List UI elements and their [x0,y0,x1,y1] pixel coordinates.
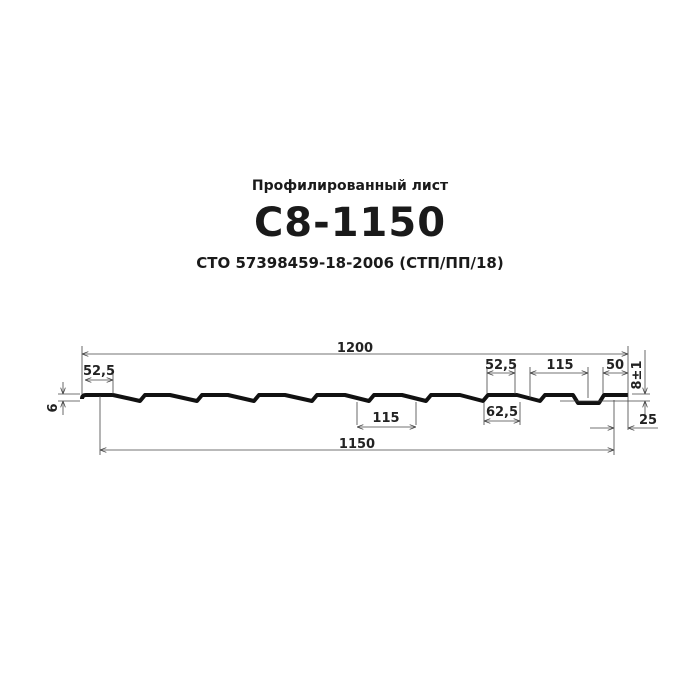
dim-rib-base: 62,5 [486,405,518,420]
dimension-lines [63,350,658,450]
drawing-standard: СТО 57398459-18-2006 (СТП/ПП/18) [196,254,504,272]
dim-height: 8±1 [630,361,645,390]
dim-total-width: 1200 [337,341,373,356]
dim-useful-width: 1150 [339,437,375,452]
dim-pitch-right: 115 [546,358,573,373]
dim-rib-top-left: 52,5 [83,364,115,379]
dim-overlap: 25 [639,413,657,428]
dim-edge: 50 [606,358,624,373]
drawing-subtitle: Профилированный лист [251,178,449,194]
dim-pitch-bottom: 115 [372,411,399,426]
dim-rib-top-right: 52,5 [485,358,517,373]
sheet-profile [80,393,628,405]
drawing-title: С8-1150 [253,200,447,246]
dim-height-left: 6 [46,403,61,412]
